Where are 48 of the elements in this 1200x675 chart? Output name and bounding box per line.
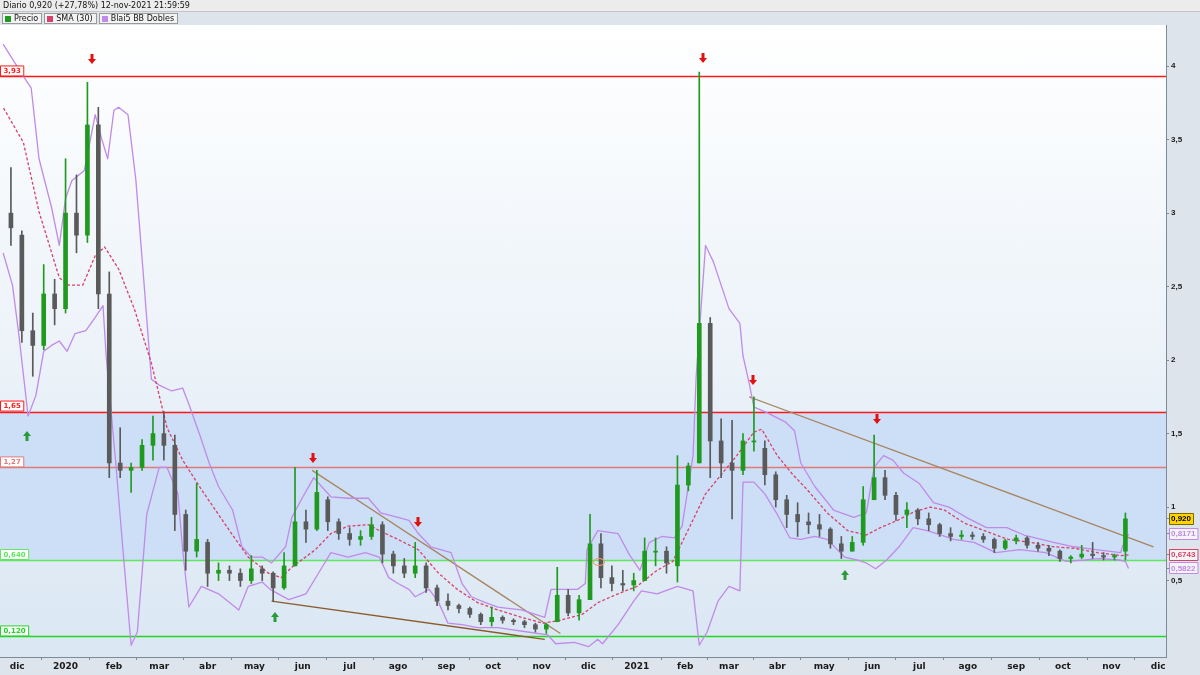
y-tick-label: 2,5 bbox=[1171, 281, 1183, 291]
legend-label: Blai5 BB Dobles bbox=[110, 14, 175, 23]
x-tick-label: mar bbox=[719, 660, 740, 671]
legend-label: SMA (30) bbox=[56, 14, 93, 23]
x-tick-label: ago bbox=[958, 660, 978, 671]
x-tick-label: nov bbox=[532, 660, 551, 671]
x-tick-label: sep bbox=[437, 660, 456, 671]
x-tick-label: abr bbox=[768, 660, 787, 671]
x-tick-label: jul bbox=[342, 660, 356, 671]
x-tick-label: oct bbox=[485, 660, 502, 671]
x-tick-label: 2020 bbox=[53, 660, 79, 671]
candlestick bbox=[620, 569, 626, 592]
x-tick-label: dic bbox=[581, 660, 596, 671]
x-tick-label: feb bbox=[105, 660, 123, 671]
candlestick bbox=[412, 542, 418, 578]
x-tick-label: jul bbox=[912, 660, 926, 671]
y-tick-label: 0,6743 bbox=[1171, 550, 1197, 560]
x-tick-label: may bbox=[243, 660, 266, 671]
y-tick-label: 3 bbox=[1171, 208, 1176, 218]
x-tick-label: nov bbox=[1102, 660, 1121, 671]
x-tick-label: sep bbox=[1007, 660, 1026, 671]
candlestick bbox=[30, 312, 36, 377]
y-tick-label: 0,5822 bbox=[1171, 563, 1197, 573]
x-tick-label: dic bbox=[1150, 660, 1166, 671]
candlestick bbox=[1068, 555, 1074, 564]
y-tick-label: 1,5 bbox=[1171, 428, 1183, 438]
chart-title: Diario 0,920 (+27,78%) 12-nov-2021 21:59:59 bbox=[2, 1, 190, 10]
y-tick-label: 0,920 bbox=[1171, 514, 1192, 524]
x-tick-label: feb bbox=[677, 660, 695, 671]
y-tick-label: 0,8171 bbox=[1171, 529, 1197, 539]
x-tick-label: oct bbox=[1055, 660, 1072, 671]
y-tick-label: 4 bbox=[1171, 61, 1176, 71]
y-tick-label: 2 bbox=[1171, 355, 1176, 365]
x-tick-label: jun bbox=[863, 660, 881, 671]
x-tick-label: jun bbox=[293, 660, 311, 671]
legend-label: Precio bbox=[14, 14, 39, 23]
x-tick-label: ago bbox=[388, 660, 408, 671]
y-tick-label: 0,5 bbox=[1171, 575, 1183, 585]
candlestick bbox=[117, 427, 123, 479]
x-tick-label: abr bbox=[199, 660, 217, 671]
x-tick-label: mar bbox=[149, 660, 170, 671]
y-tick-label: 3,5 bbox=[1171, 134, 1183, 144]
x-tick-label: dic bbox=[9, 660, 25, 671]
x-tick-label: 2021 bbox=[624, 660, 650, 671]
candlestick bbox=[194, 483, 200, 558]
y-tick-label: 1 bbox=[1171, 502, 1176, 512]
candlestick bbox=[128, 462, 134, 493]
x-tick-label: may bbox=[813, 660, 835, 671]
